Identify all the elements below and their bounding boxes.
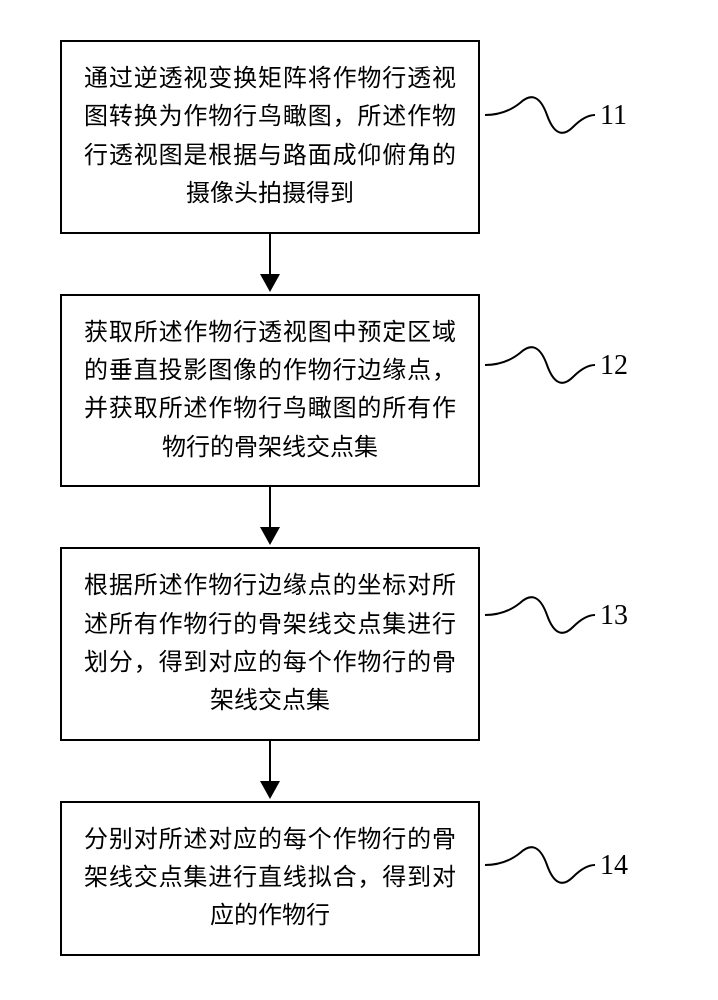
squiggle-11	[485, 85, 595, 145]
step-label-14: 14	[600, 850, 628, 882]
arrow-3	[60, 741, 480, 801]
step-box-14: 分别对所述对应的每个作物行的骨架线交点集进行直线拟合，得到对应的作物行	[60, 801, 480, 956]
step-label-13: 13	[600, 600, 628, 632]
arrow-2	[60, 487, 480, 547]
step-text: 获取所述作物行透视图中预定区域的垂直投影图像的作物行边缘点，并获取所述作物行鸟瞰…	[84, 320, 456, 461]
step-text: 根据所述作物行边缘点的坐标对所述所有作物行的骨架线交点集进行划分，得到对应的每个…	[84, 573, 456, 714]
arrow-1	[60, 234, 480, 294]
step-label-11: 11	[600, 100, 627, 132]
step-box-12: 获取所述作物行透视图中预定区域的垂直投影图像的作物行边缘点，并获取所述作物行鸟瞰…	[60, 294, 480, 488]
step-box-13: 根据所述作物行边缘点的坐标对所述所有作物行的骨架线交点集进行划分，得到对应的每个…	[60, 547, 480, 741]
squiggle-14	[485, 835, 595, 895]
step-text: 分别对所述对应的每个作物行的骨架线交点集进行直线拟合，得到对应的作物行	[84, 827, 456, 930]
flowchart-container: 通过逆透视变换矩阵将作物行透视图转换为作物行鸟瞰图，所述作物行透视图是根据与路面…	[60, 40, 660, 956]
squiggle-12	[485, 335, 595, 395]
step-text: 通过逆透视变换矩阵将作物行透视图转换为作物行鸟瞰图，所述作物行透视图是根据与路面…	[84, 66, 456, 207]
step-label-12: 12	[600, 350, 628, 382]
squiggle-13	[485, 585, 595, 645]
step-box-11: 通过逆透视变换矩阵将作物行透视图转换为作物行鸟瞰图，所述作物行透视图是根据与路面…	[60, 40, 480, 234]
